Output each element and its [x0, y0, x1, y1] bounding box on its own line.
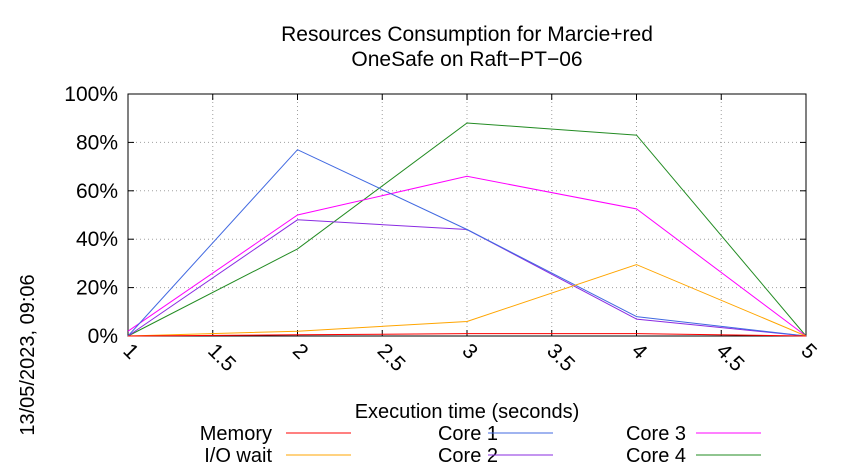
- series-lines: [127, 122, 807, 337]
- y-tick-label: 100%: [64, 83, 118, 106]
- chart-title-line-2: OneSafe on Raft−PT−06: [351, 48, 582, 71]
- y-tick-label: 60%: [76, 180, 118, 203]
- legend-label: Core 2: [438, 445, 498, 467]
- x-tick-label: 2.5: [373, 339, 410, 376]
- legend-label: Core 3: [626, 423, 686, 445]
- x-tick-label: 5: [796, 339, 821, 364]
- y-tick-label: 80%: [76, 131, 118, 154]
- grid: [128, 94, 806, 336]
- x-axis-label: Execution time (seconds): [355, 401, 580, 423]
- series-line-memory: [127, 333, 807, 337]
- x-tick-label: 1: [118, 339, 143, 364]
- timestamp-label: 13/05/2023, 09:06: [17, 274, 39, 435]
- y-tick-label: 0%: [88, 325, 118, 348]
- y-tick-label: 40%: [76, 228, 118, 251]
- x-tick-label: 3.5: [542, 339, 579, 376]
- axis-ticks: 0% 20% 40% 60% 80% 100% 1 1.5 2 2.5 3 3.5 4 4.5 5: [64, 83, 821, 376]
- series-line-core-1: [127, 149, 807, 337]
- legend-label: I/O wait: [204, 445, 272, 467]
- series-line-core-3: [127, 175, 807, 337]
- x-tick-label: 3: [457, 339, 482, 364]
- legend-label: Core 1: [438, 423, 498, 445]
- x-tick-label: 4.5: [712, 339, 749, 376]
- series-line-core-4: [127, 122, 807, 337]
- y-tick-label: 20%: [76, 277, 118, 300]
- chart-title-line-1: Resources Consumption for Marcie+red: [281, 23, 653, 46]
- legend-label: Memory: [200, 423, 272, 445]
- x-tick-label: 1.5: [203, 339, 240, 376]
- x-tick-label: 4: [627, 339, 652, 364]
- x-tick-label: 2: [288, 339, 313, 364]
- legend-label: Core 4: [626, 445, 686, 467]
- series-line-i-o-wait: [127, 264, 807, 337]
